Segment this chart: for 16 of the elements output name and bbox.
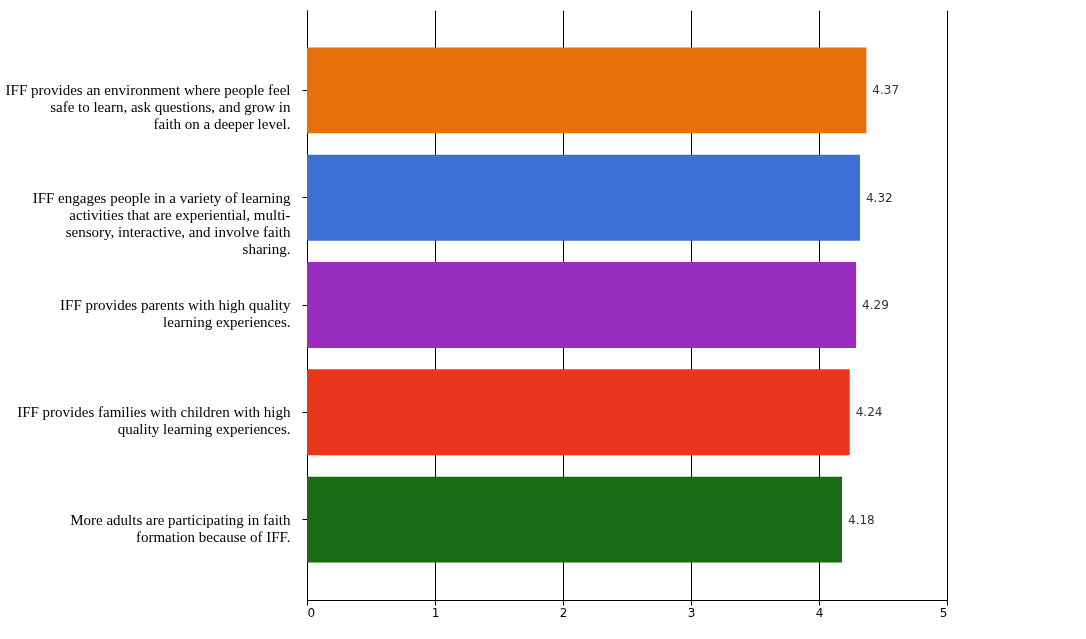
x-tick-label: 1 — [431, 605, 440, 620]
x-tick-label: 4 — [815, 605, 824, 620]
data-label: 4.24 — [855, 405, 883, 420]
x-tick-label: 0 — [307, 605, 316, 620]
y-tick-label: IFF provides an environment where people feel safe to learn, ask questions, and grow in faith on a deeper level. — [5, 82, 291, 133]
data-label: 4.32 — [865, 190, 893, 205]
data-label: 4.29 — [862, 298, 889, 312]
y-tick-label: IFF engages people in a variety of learning activities that are experiential, multi-sensory, interactive, and involve faith sharing. — [32, 189, 291, 257]
x-tick-label: 2 — [559, 605, 568, 620]
y-tick-label: IFF provides families with children with high quality learning experiences. — [17, 404, 291, 438]
data-label: 4.18 — [848, 512, 875, 527]
y-tick-label: IFF provides parents with high quality learning experiences. — [60, 297, 291, 330]
x-tick-label: 3 — [687, 605, 696, 620]
x-tick-label: 5 — [939, 605, 948, 620]
data-label: 4.37 — [872, 83, 900, 98]
y-tick-label: More adults are participating in faith formation because of IFF. — [70, 511, 291, 545]
